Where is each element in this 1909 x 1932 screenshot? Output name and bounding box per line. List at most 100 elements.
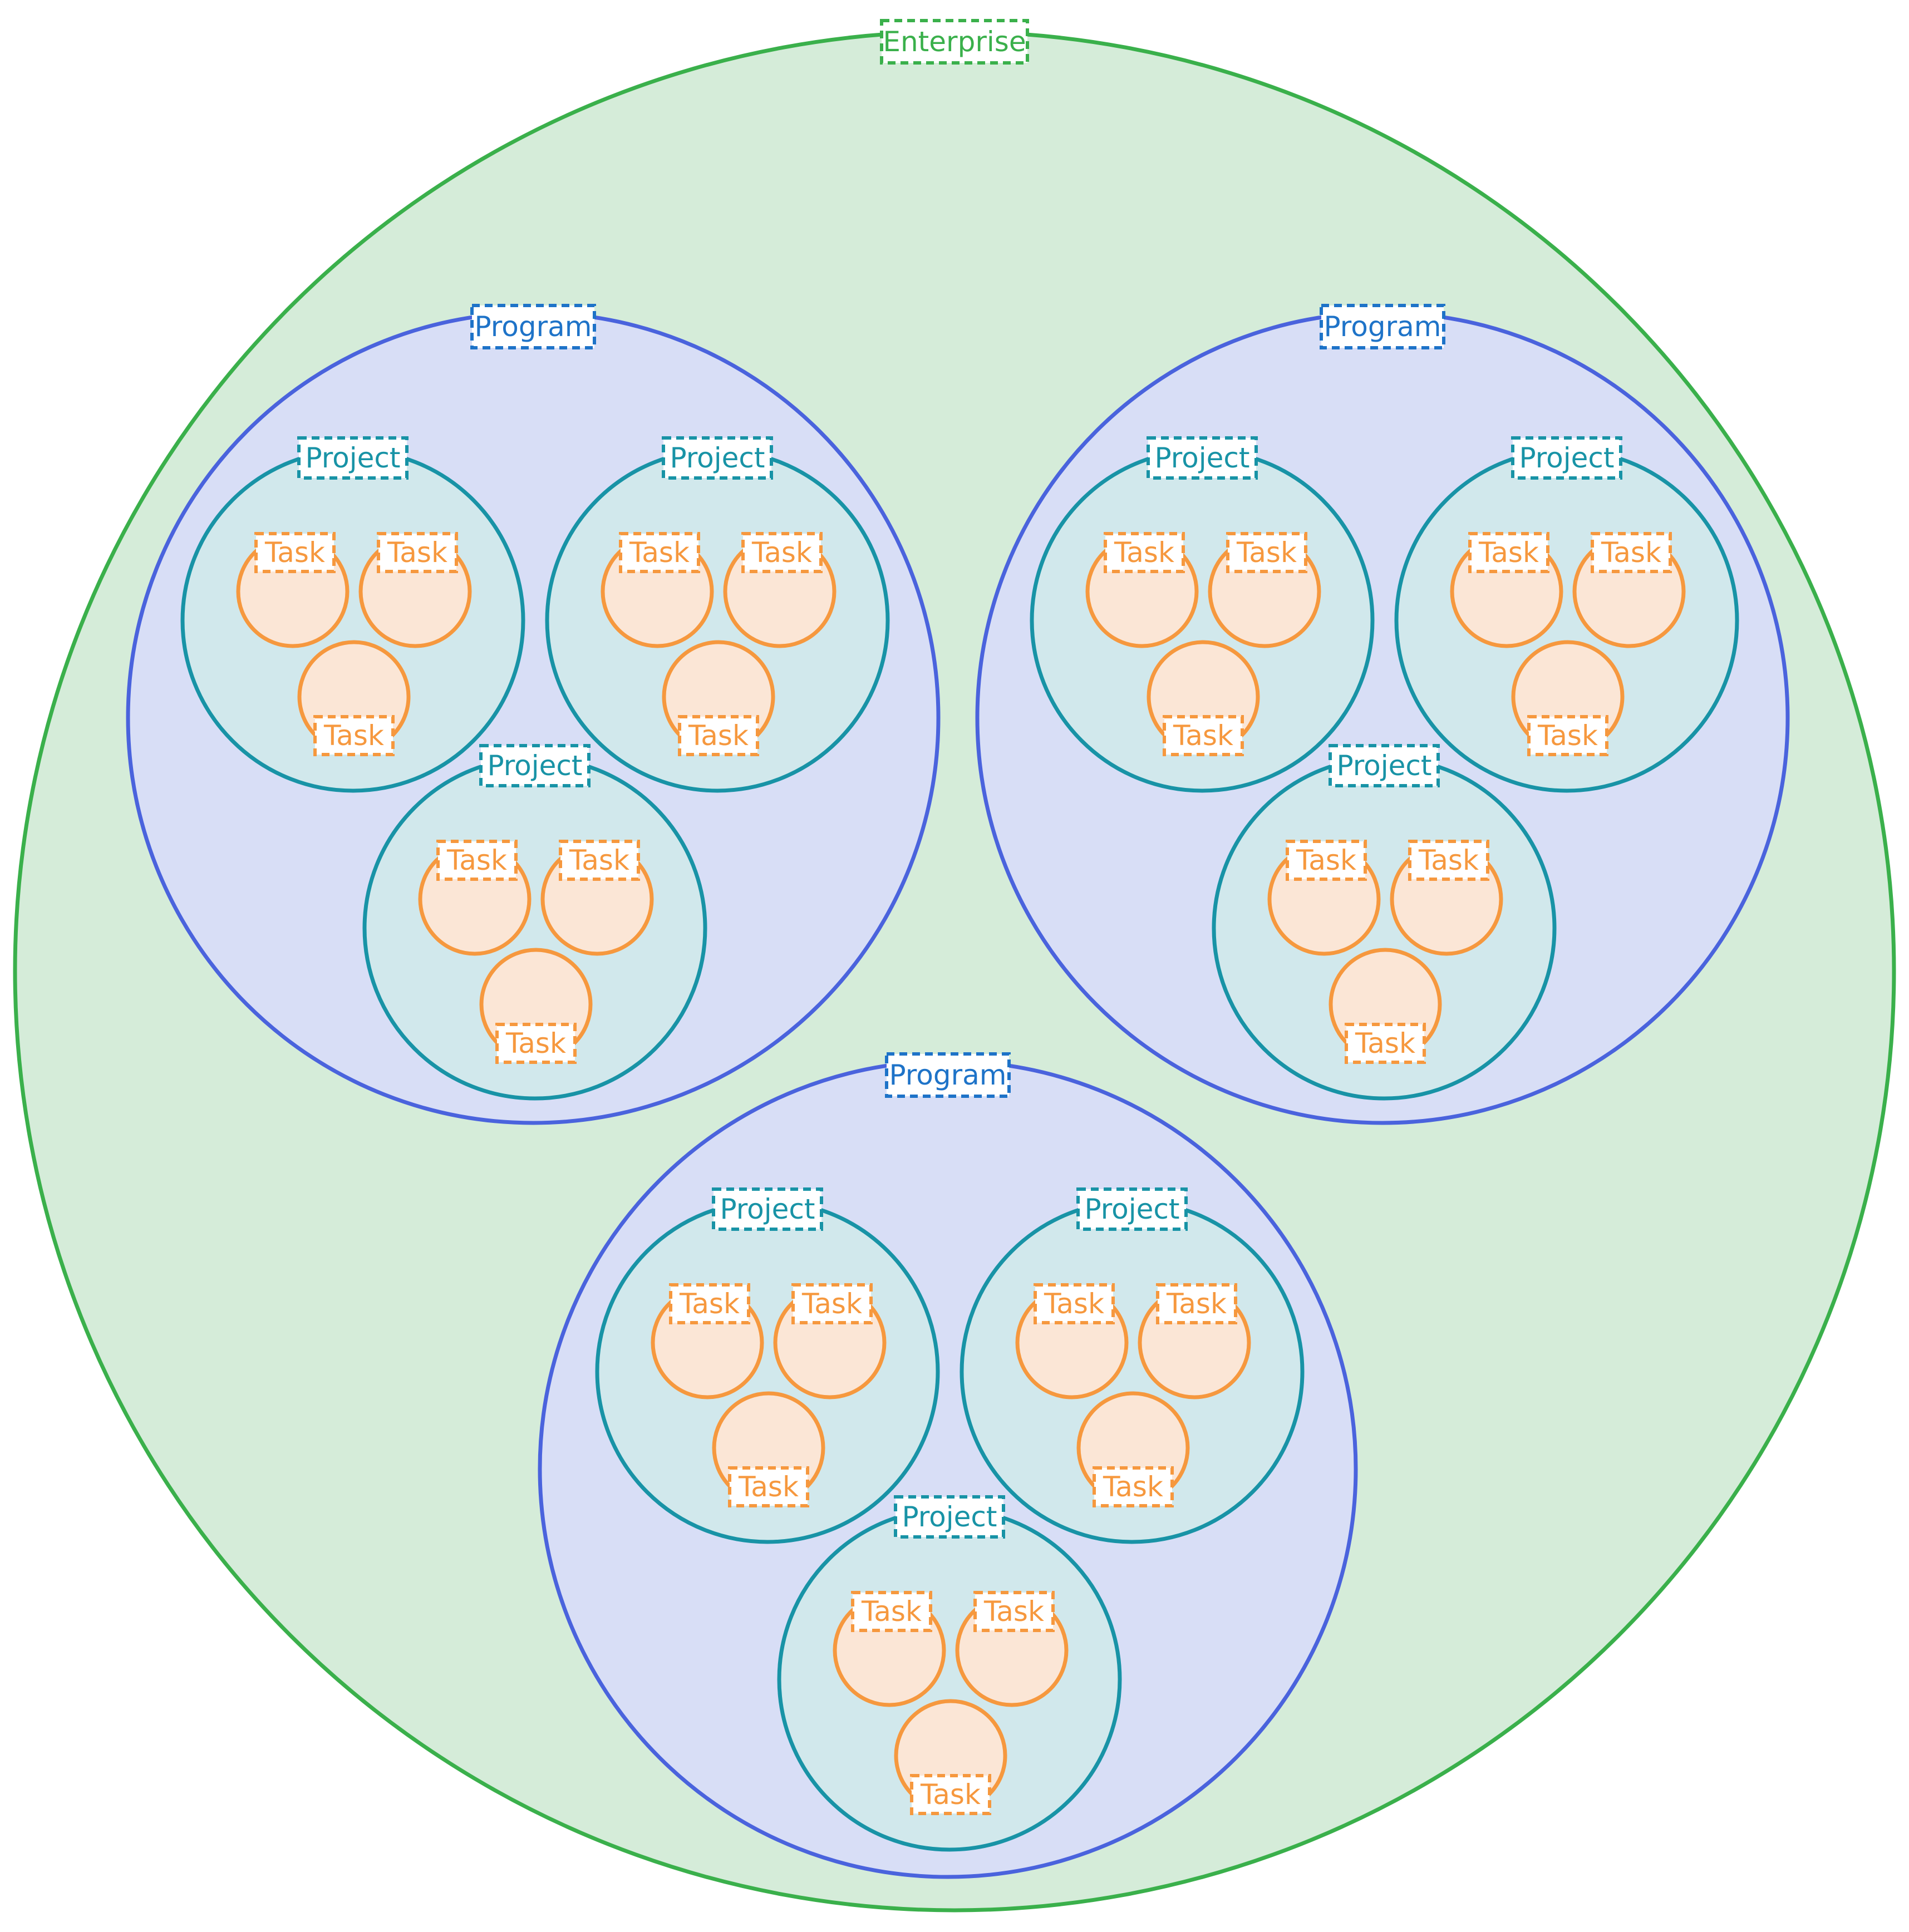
task-label-1-2-2-box xyxy=(741,532,823,573)
task-label-3-2-1-box xyxy=(1034,1283,1115,1324)
project-label-3-2-text: Project xyxy=(1084,1193,1179,1225)
task-label-3-2-2-box xyxy=(1156,1283,1237,1324)
project-label-3-1: Project xyxy=(712,1187,823,1231)
project-label-2-1: Project xyxy=(1147,436,1258,480)
task-label-3-3-2-box xyxy=(973,1591,1055,1632)
task-label-3-1-3-text: Task xyxy=(738,1471,799,1503)
circles-layer xyxy=(13,29,1896,1913)
project-label-2-1-text: Project xyxy=(1154,442,1249,474)
task-label-1-2-3-box xyxy=(678,715,759,756)
task-label-1-1-1-box xyxy=(254,532,336,573)
task-label-1-1-1: Task xyxy=(254,532,336,573)
task-label-1-1-3: Task xyxy=(313,715,395,756)
project-label-1-2: Project xyxy=(662,436,773,480)
task-label-1-3-2-box xyxy=(559,840,640,881)
task-label-2-1-1-text: Task xyxy=(1114,536,1174,569)
task-label-3-3-1-text: Task xyxy=(861,1595,922,1628)
project-label-1-2-text: Project xyxy=(670,442,765,474)
project-label-2-3-text: Project xyxy=(1336,750,1431,782)
task-label-2-1-2: Task xyxy=(1226,532,1307,573)
task-label-3-3-1: Task xyxy=(851,1591,932,1632)
project-label-1-3: Project xyxy=(479,744,591,787)
enterprise-label: Enterprise xyxy=(880,19,1029,65)
task-label-3-3-3-box xyxy=(910,1774,991,1815)
task-label-1-3-2-text: Task xyxy=(569,844,629,876)
task-label-2-3-3: Task xyxy=(1345,1023,1426,1064)
task-label-2-3-2-text: Task xyxy=(1418,844,1479,876)
task-label-3-1-1: Task xyxy=(669,1283,750,1324)
task-label-1-1-2-box xyxy=(377,532,458,573)
task-label-1-3-3-box xyxy=(495,1023,577,1064)
task-label-3-2-1: Task xyxy=(1034,1283,1115,1324)
task-label-1-3-1: Task xyxy=(436,840,518,881)
program-label-2: Program xyxy=(1320,304,1445,349)
task-label-1-2-2-text: Task xyxy=(751,536,812,569)
task-label-2-1-2-box xyxy=(1226,532,1307,573)
task-label-1-1-2: Task xyxy=(377,532,458,573)
program-label-2-text: Program xyxy=(1324,310,1441,343)
task-label-2-2-3-box xyxy=(1527,715,1608,756)
project-label-3-1-text: Project xyxy=(720,1193,815,1225)
task-label-3-2-3-box xyxy=(1093,1466,1174,1507)
task-label-1-2-3: Task xyxy=(678,715,759,756)
program-label-3-text: Program xyxy=(889,1059,1007,1091)
task-label-3-3-2: Task xyxy=(973,1591,1055,1632)
task-label-2-3-1-text: Task xyxy=(1296,844,1356,876)
task-label-2-2-1-box xyxy=(1468,532,1549,573)
task-label-1-1-2-text: Task xyxy=(387,536,447,569)
task-label-2-3-1: Task xyxy=(1286,840,1367,881)
project-label-1-1-text: Project xyxy=(305,442,400,474)
program-label-3: Program xyxy=(885,1052,1011,1098)
task-label-1-2-1-text: Task xyxy=(629,536,690,569)
project-label-2-3-box xyxy=(1329,744,1440,787)
program-label-1-text: Program xyxy=(475,310,592,343)
task-label-2-2-2-text: Task xyxy=(1601,536,1661,569)
task-label-3-1-1-box xyxy=(669,1283,750,1324)
project-label-1-3-text: Project xyxy=(487,750,582,782)
task-label-3-1-3: Task xyxy=(728,1466,809,1507)
task-label-2-1-3-box xyxy=(1163,715,1244,756)
task-label-2-2-2: Task xyxy=(1591,532,1672,573)
task-label-2-1-3: Task xyxy=(1163,715,1244,756)
task-label-3-2-2: Task xyxy=(1156,1283,1237,1324)
labels-layer: Enterprise Program Program Program Project Ta… xyxy=(254,19,1672,1815)
task-label-2-3-1-box xyxy=(1286,840,1367,881)
project-label-2-2-box xyxy=(1511,436,1622,480)
task-label-2-2-2-box xyxy=(1591,532,1672,573)
task-label-3-3-2-text: Task xyxy=(983,1595,1044,1628)
program-label-1: Program xyxy=(470,304,596,349)
program-label-1-box xyxy=(470,304,596,349)
project-label-2-1-box xyxy=(1147,436,1258,480)
task-label-1-2-3-text: Task xyxy=(688,719,749,752)
project-label-3-2: Project xyxy=(1076,1187,1188,1231)
project-label-3-2-box xyxy=(1076,1187,1188,1231)
task-label-2-2-1-text: Task xyxy=(1478,536,1539,569)
task-label-2-1-2-text: Task xyxy=(1236,536,1297,569)
task-label-1-3-2: Task xyxy=(559,840,640,881)
project-label-3-1-box xyxy=(712,1187,823,1231)
task-label-1-3-3-text: Task xyxy=(505,1027,566,1059)
task-label-2-3-2: Task xyxy=(1408,840,1489,881)
task-label-2-2-1: Task xyxy=(1468,532,1549,573)
project-label-1-1-box xyxy=(297,436,409,480)
task-label-2-3-3-text: Task xyxy=(1355,1027,1415,1059)
task-label-1-3-1-text: Task xyxy=(446,844,507,876)
task-label-1-1-1-text: Task xyxy=(264,536,325,569)
task-label-2-1-1: Task xyxy=(1104,532,1185,573)
project-label-1-1: Project xyxy=(297,436,409,480)
task-label-1-3-3: Task xyxy=(495,1023,577,1064)
project-label-1-2-box xyxy=(662,436,773,480)
project-label-1-3-box xyxy=(479,744,591,787)
task-label-2-1-3-text: Task xyxy=(1173,719,1233,752)
program-label-2-box xyxy=(1320,304,1445,349)
task-label-3-1-3-box xyxy=(728,1466,809,1507)
task-label-3-1-2-box xyxy=(791,1283,873,1324)
program-label-3-box xyxy=(885,1052,1011,1098)
task-label-3-2-2-text: Task xyxy=(1166,1288,1227,1320)
task-label-1-1-3-text: Task xyxy=(323,719,384,752)
task-label-1-3-1-box xyxy=(436,840,518,881)
task-label-2-3-3-box xyxy=(1345,1023,1426,1064)
task-label-3-1-2-text: Task xyxy=(801,1288,862,1320)
task-label-2-2-3-text: Task xyxy=(1537,719,1598,752)
